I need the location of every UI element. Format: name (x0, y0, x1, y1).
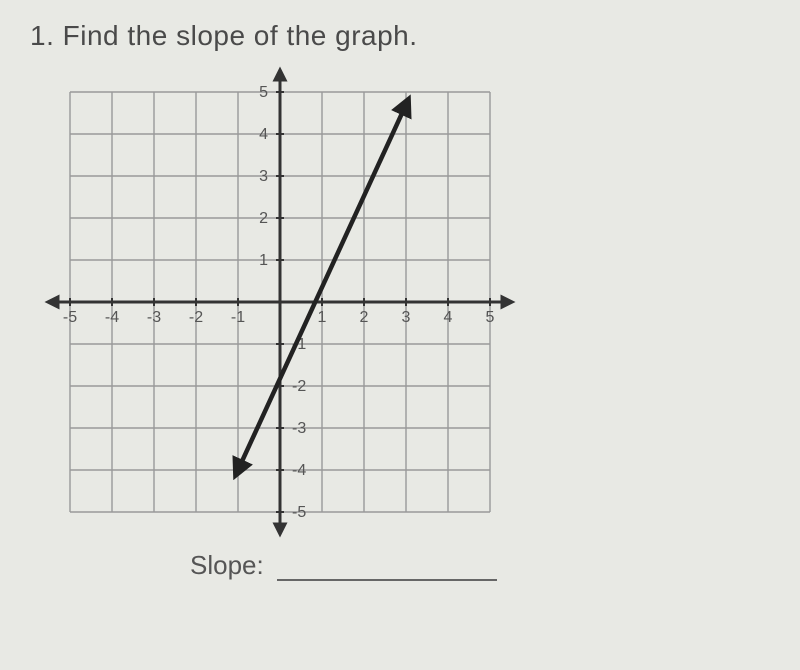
answer-line: Slope: (190, 550, 770, 581)
svg-text:5: 5 (486, 309, 495, 326)
question-prompt: Find the slope of the graph. (63, 20, 418, 51)
question-number: 1. (30, 20, 54, 51)
svg-text:-3: -3 (147, 309, 161, 326)
svg-text:-5: -5 (292, 504, 306, 521)
svg-text:2: 2 (360, 309, 369, 326)
svg-text:-1: -1 (231, 309, 245, 326)
coordinate-graph: -5-4-3-2-112345-5-4-3-2-112345 (40, 62, 520, 542)
answer-blank[interactable] (277, 579, 497, 581)
svg-text:1: 1 (259, 252, 268, 269)
svg-text:1: 1 (318, 309, 327, 326)
svg-text:-5: -5 (63, 309, 77, 326)
svg-text:-3: -3 (292, 420, 306, 437)
svg-text:-2: -2 (189, 309, 203, 326)
svg-text:-2: -2 (292, 378, 306, 395)
worksheet-page: 1. Find the slope of the graph. -5 -4 -3 -2… (30, 20, 770, 650)
svg-text:2: 2 (259, 210, 268, 227)
graph-svg: -5-4-3-2-112345-5-4-3-2-112345 (40, 62, 520, 542)
svg-text:3: 3 (402, 309, 411, 326)
svg-text:4: 4 (259, 126, 268, 143)
svg-text:3: 3 (259, 168, 268, 185)
svg-text:5: 5 (259, 84, 268, 101)
svg-text:4: 4 (444, 309, 453, 326)
answer-label: Slope: (190, 550, 264, 580)
question-text: 1. Find the slope of the graph. (30, 20, 770, 52)
svg-text:-4: -4 (105, 309, 119, 326)
svg-text:-4: -4 (292, 462, 306, 479)
